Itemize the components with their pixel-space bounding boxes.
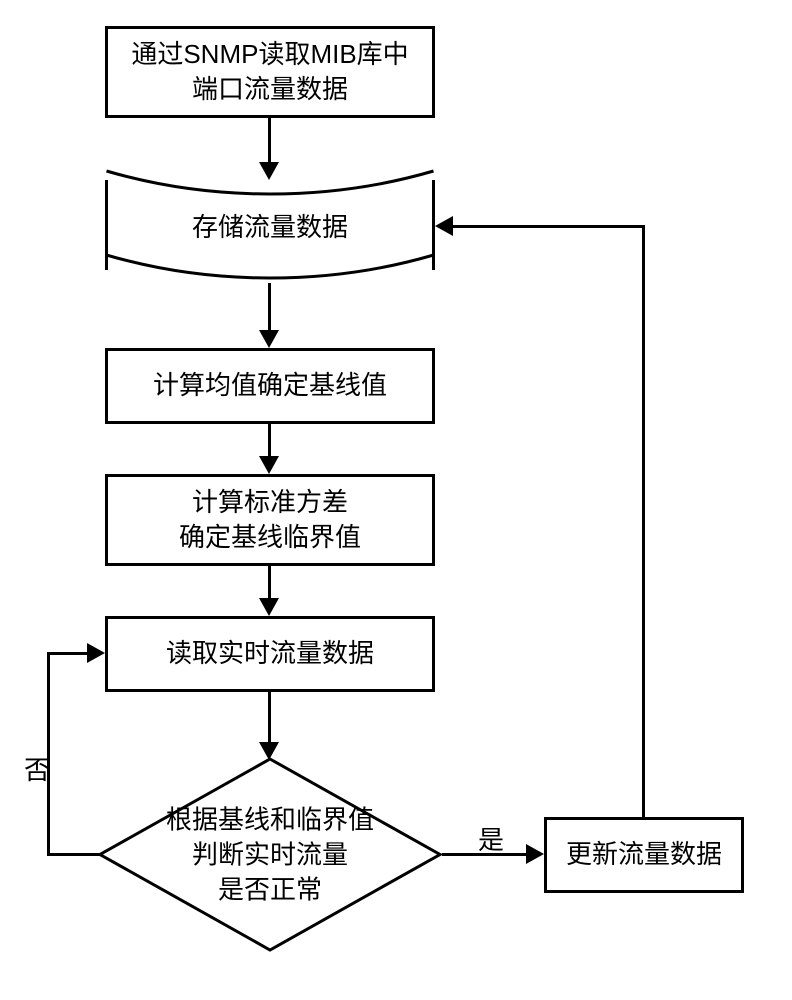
arrow-head-down [259, 456, 279, 474]
arrow [268, 424, 271, 458]
node-text: 计算均值确定基线值 [153, 368, 387, 403]
process-update-data: 更新流量数据 [544, 817, 744, 893]
arrow-head-down [259, 598, 279, 616]
arrow-fb-v [642, 227, 645, 817]
arrow [268, 566, 271, 600]
node-text-line: 通过SNMP读取MIB库中 [131, 37, 408, 72]
node-text: 读取实时流量数据 [166, 636, 374, 671]
arrow [268, 692, 271, 744]
label-yes: 是 [478, 820, 504, 857]
arrow-head-down [259, 330, 279, 348]
process-read-realtime: 读取实时流量数据 [105, 616, 435, 692]
node-text: 存储流量数据 [192, 207, 348, 244]
storage-traffic-data: 存储流量数据 [105, 180, 435, 270]
node-text-line: 端口流量数据 [192, 72, 348, 107]
arrow-fb-h [452, 225, 645, 228]
arrow [268, 118, 271, 164]
node-text: 更新流量数据 [566, 837, 722, 872]
process-read-snmp: 通过SNMP读取MIB库中 端口流量数据 [105, 26, 435, 118]
flowchart-container: 通过SNMP读取MIB库中 端口流量数据 存储流量数据 计算均值确定基线值 计算… [0, 0, 792, 1000]
arrow-no-h2 [47, 652, 89, 655]
arrow-head-left [435, 216, 453, 236]
node-text-line: 判断实时流量 [98, 837, 442, 872]
node-text-line: 确定基线临界值 [179, 520, 361, 555]
process-calc-mean: 计算均值确定基线值 [105, 348, 435, 424]
arrow-head-right [87, 643, 105, 663]
arrow-head-right [526, 844, 544, 864]
arrow [268, 283, 271, 331]
arrow-no-h1 [47, 853, 100, 856]
node-text-line: 计算标准方差 [192, 485, 348, 520]
node-text-line: 是否正常 [98, 872, 442, 907]
node-text-line: 根据基线和临界值 [98, 802, 442, 837]
process-calc-stddev: 计算标准方差 确定基线临界值 [105, 474, 435, 566]
label-no: 否 [24, 750, 50, 787]
decision-traffic-normal: 根据基线和临界值 判断实时流量 是否正常 [98, 757, 442, 952]
